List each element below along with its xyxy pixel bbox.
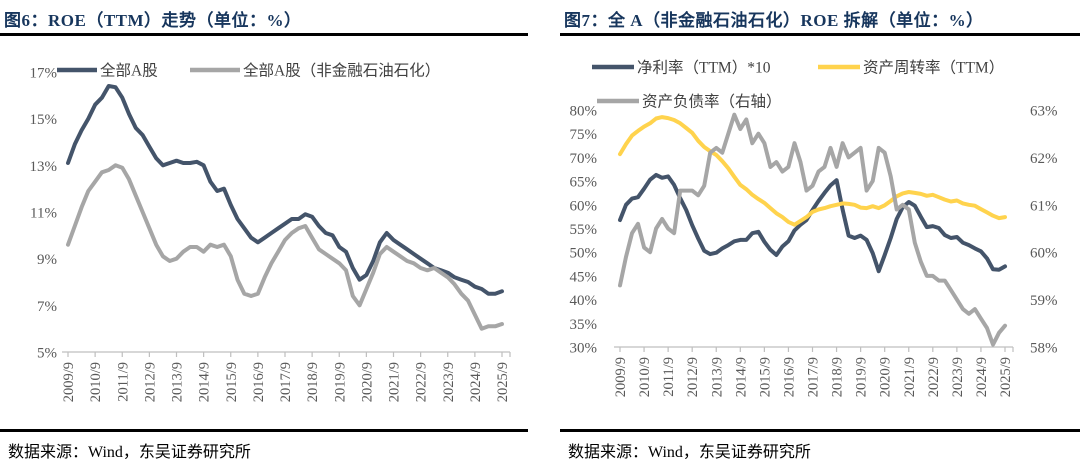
y-tick-label: 17%	[30, 66, 58, 82]
x-axis	[62, 351, 511, 357]
x-tick-label: 2011/9	[661, 357, 677, 397]
x-tick-label: 2023/9	[441, 362, 457, 402]
y-tick-label: 35%	[570, 317, 598, 333]
y-tick-label: 7%	[37, 299, 57, 315]
x-tick-label: 2010/9	[88, 362, 104, 402]
x-tick-label: 2020/9	[359, 362, 375, 402]
y-tick-label: 11%	[30, 206, 57, 222]
y2-tick-label: 61%	[1030, 198, 1058, 214]
series-line-1	[618, 115, 1007, 227]
figure-roe-trend: 图6：ROE（TTM）走势（单位：%） 2009/9 2010/9 2011/9 20…	[0, 0, 528, 472]
x-tick-label: 2010/9	[637, 357, 653, 397]
source-note: 数据来源：Wind，东吴证券研究所	[8, 444, 251, 461]
footer-rule	[560, 429, 1080, 432]
y-tick-label: 80%	[570, 104, 598, 120]
y-tick-label: 40%	[570, 293, 598, 309]
legend-label: 净利率（TTM）*10	[637, 59, 771, 77]
y-axis-labels: 17% 15% 13% 11% 9% 7% 5%	[30, 66, 58, 362]
legend: 净利率（TTM）*10 资产周转率（TTM） 资产负债率（右轴）	[592, 59, 1004, 111]
x-tick-label: 2014/9	[197, 362, 213, 402]
y2-tick-label: 58%	[1030, 341, 1058, 357]
y2-tick-label: 60%	[1030, 246, 1058, 262]
source-note: 数据来源：Wind，东吴证券研究所	[568, 444, 811, 461]
x-tick-label: 2021/9	[902, 357, 918, 397]
x-tick-label: 2022/9	[414, 362, 430, 402]
footer-rule	[0, 429, 528, 432]
x-tick-label: 2018/9	[830, 357, 846, 397]
title-rule	[560, 33, 1080, 36]
y-tick-label: 55%	[570, 222, 598, 238]
roe-trend-chart: 2009/9 2010/9 2011/9 2012/9 2013/9 2014/9 2015…	[30, 62, 512, 403]
figure-roe-decomposition: 图7：全 A（非金融石油石化）ROE 拆解（单位：%） 2009/9 2010/9…	[560, 0, 1080, 472]
legend-label: 全部A股	[100, 62, 158, 80]
x-tick-label: 2022/9	[926, 357, 942, 397]
y-tick-label: 15%	[30, 112, 58, 128]
x-tick-label: 2024/9	[468, 362, 484, 402]
x-tick-label: 2020/9	[878, 357, 894, 397]
y-tick-label: 9%	[37, 252, 57, 268]
y-tick-label: 65%	[570, 175, 598, 191]
series-line-0	[66, 84, 504, 296]
x-axis-labels: 2009/9 2010/9 2011/9 2012/9 2013/9 2014/9 2015…	[613, 357, 1014, 397]
x-tick-label: 2025/9	[998, 357, 1014, 397]
x-tick-label: 2012/9	[142, 362, 158, 402]
x-tick-label: 2016/9	[781, 357, 797, 397]
figure-title: 图6：ROE（TTM）走势（单位：%）	[4, 11, 302, 30]
x-tick-label: 2013/9	[170, 362, 186, 402]
x-tick-label: 2012/9	[685, 357, 701, 397]
legend: 全部A股 全部A股（非金融石油石化）	[57, 62, 440, 80]
x-tick-label: 2021/9	[387, 362, 403, 402]
y-tick-label: 45%	[570, 269, 598, 285]
y-axis-labels: 80% 75% 70% 65% 60% 55% 50% 45% 40% 35% 30% 63% 62% 6…	[570, 104, 1058, 357]
y-tick-label: 60%	[570, 198, 598, 214]
series-line-0	[618, 172, 1007, 274]
x-tick-label: 2011/9	[115, 362, 131, 402]
y-tick-label: 30%	[570, 341, 598, 357]
figure-title: 图7：全 A（非金融石油石化）ROE 拆解（单位：%）	[564, 11, 984, 30]
legend-label: 资产周转率（TTM）	[863, 59, 1004, 77]
x-tick-label: 2017/9	[278, 362, 294, 402]
x-tick-label: 2017/9	[806, 357, 822, 397]
x-tick-label: 2024/9	[974, 357, 990, 397]
x-tick-label: 2018/9	[305, 362, 321, 402]
y2-tick-label: 63%	[1030, 104, 1058, 120]
legend-label: 全部A股（非金融石油石化）	[243, 62, 440, 80]
x-tick-label: 2009/9	[613, 357, 629, 397]
legend-label: 资产负债率（右轴）	[642, 93, 782, 111]
x-tick-label: 2016/9	[251, 362, 267, 402]
y-tick-label: 5%	[37, 346, 57, 362]
x-tick-label: 2019/9	[854, 357, 870, 397]
x-tick-label: 2013/9	[709, 357, 725, 397]
y-tick-label: 75%	[570, 127, 598, 143]
x-tick-label: 2015/9	[757, 357, 773, 397]
x-axis	[614, 346, 1014, 352]
x-tick-label: 2009/9	[61, 362, 77, 402]
x-tick-label: 2025/9	[495, 362, 511, 402]
x-tick-label: 2023/9	[950, 357, 966, 397]
series-line-1	[66, 163, 504, 331]
series-line-2	[618, 112, 1007, 347]
title-rule	[0, 33, 528, 36]
y-tick-label: 13%	[30, 159, 58, 175]
x-tick-label: 2015/9	[224, 362, 240, 402]
x-tick-label: 2019/9	[332, 362, 348, 402]
roe-decomposition-chart: 2009/9 2010/9 2011/9 2012/9 2013/9 2014/9 2015…	[570, 59, 1058, 398]
x-axis-labels: 2009/9 2010/9 2011/9 2012/9 2013/9 2014/9 2015…	[61, 362, 511, 402]
y2-tick-label: 59%	[1030, 293, 1058, 309]
x-tick-label: 2014/9	[733, 357, 749, 397]
y2-tick-label: 62%	[1030, 151, 1058, 167]
y-tick-label: 70%	[570, 151, 598, 167]
y-tick-label: 50%	[570, 246, 598, 262]
